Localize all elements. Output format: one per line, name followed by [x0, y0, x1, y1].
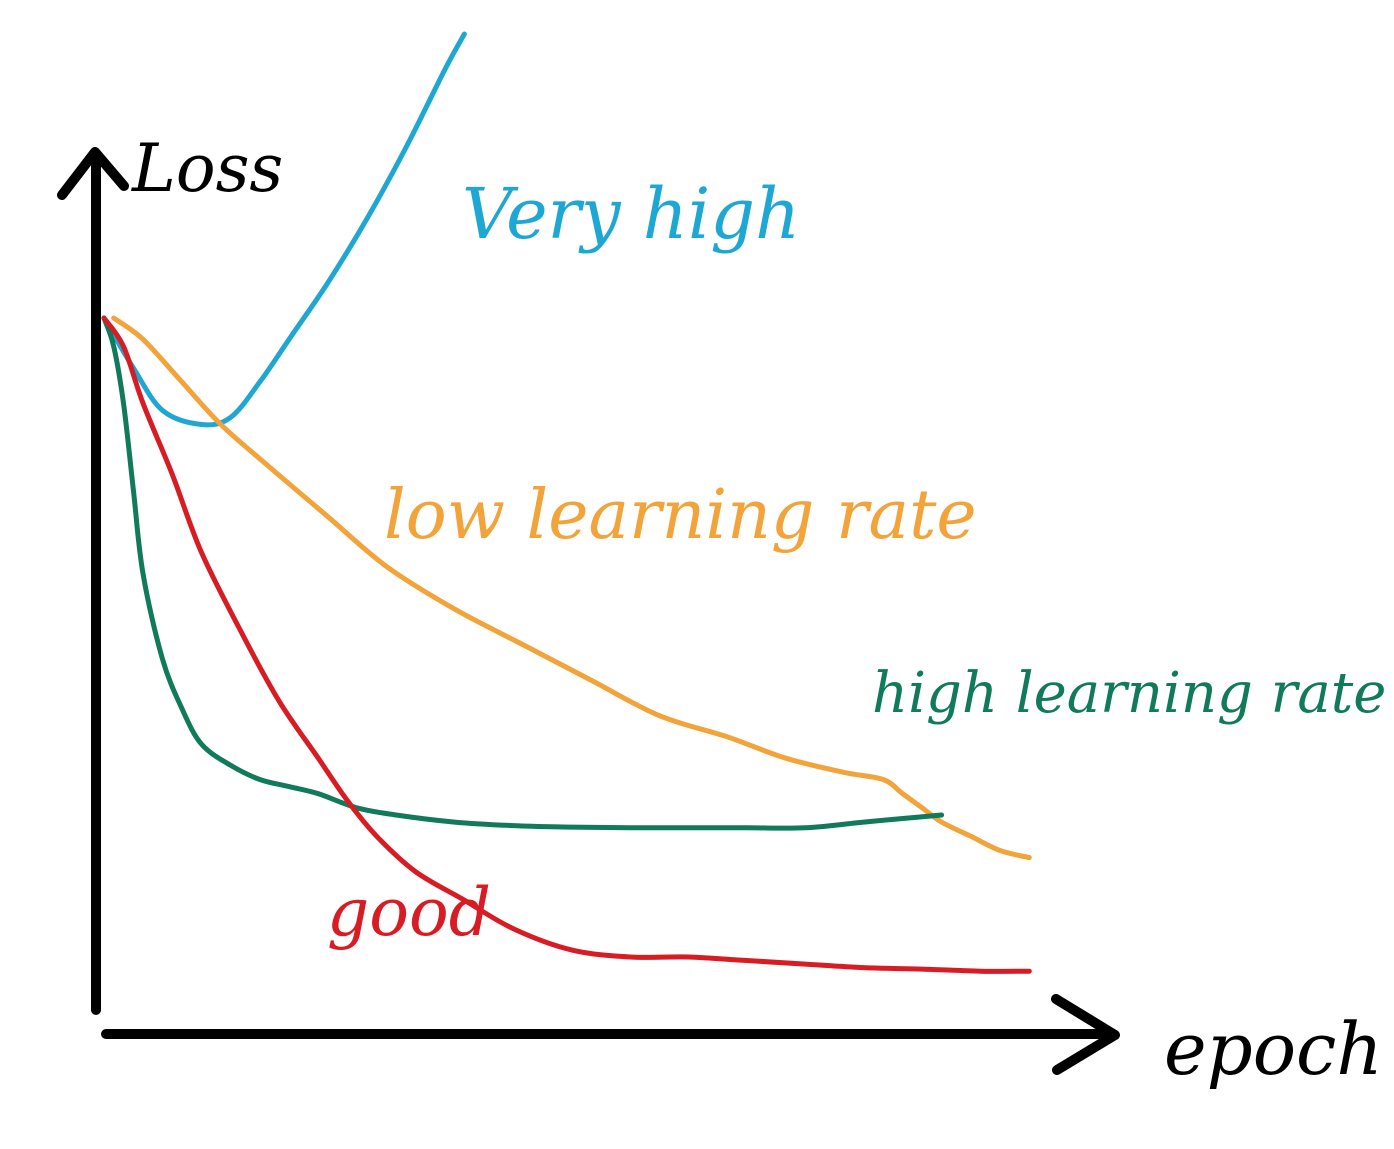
axes — [57, 147, 1120, 1075]
annotation-low-learning-rate: low learning rate — [384, 476, 977, 555]
annotation-very-high: Very high — [462, 173, 800, 255]
x-axis-arrowhead — [1051, 994, 1120, 1075]
x-axis-label: epoch — [1164, 1007, 1383, 1091]
series-line-high-learning-rate — [101, 315, 945, 831]
series-line-very-high — [101, 31, 467, 428]
series-layer — [101, 31, 1032, 974]
annotation-good: good — [327, 874, 491, 951]
y-axis-label: Loss — [131, 130, 283, 207]
y-axis-arrowhead — [57, 147, 129, 200]
series-line-good — [101, 315, 1032, 974]
annotation-high-learning-rate: high learning rate — [872, 661, 1386, 726]
